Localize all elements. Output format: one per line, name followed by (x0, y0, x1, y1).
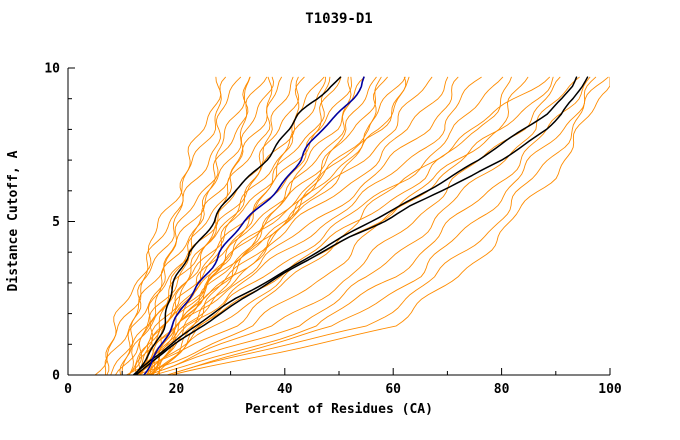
orange-curve-17 (137, 76, 352, 375)
orange-curve-30 (145, 76, 504, 375)
orange-curve-02 (105, 76, 226, 375)
blue-curve (143, 76, 365, 375)
chart-title: T1039-D1 (305, 11, 372, 27)
orange-curve-03 (104, 76, 242, 375)
orange-curve-32 (156, 76, 529, 375)
orange-curve-39 (166, 76, 609, 375)
y-tick-label: 10 (44, 62, 60, 77)
orange-curve-31 (151, 76, 512, 375)
orange-curve-12 (138, 76, 305, 375)
black-curve-right-b (135, 76, 589, 375)
orange-curve-38 (166, 76, 597, 375)
x-tick-label: 100 (598, 382, 622, 397)
orange-curve-11 (135, 76, 300, 375)
orange-curve-27 (134, 76, 449, 375)
x-tick-label: 40 (277, 382, 293, 397)
x-tick-label: 0 (64, 382, 72, 397)
x-tick-label: 80 (494, 382, 510, 397)
orange-curve-29 (146, 76, 482, 375)
orange-curve-22 (158, 76, 388, 375)
series-layer (94, 76, 610, 375)
orange-curve-25 (135, 76, 410, 375)
orange-curve-33 (125, 76, 550, 375)
orange-curve-28 (149, 76, 459, 375)
black-curve-left (134, 76, 342, 375)
orange-curve-36 (147, 76, 580, 375)
orange-curve-01 (94, 76, 222, 375)
orange-curve-07 (114, 76, 274, 375)
orange-curve-37 (153, 76, 591, 375)
orange-curve-05 (121, 76, 251, 375)
y-axis-label: Distance Cutoff, A (6, 150, 21, 291)
orange-curve-09 (128, 76, 282, 375)
orange-curve-26 (134, 76, 433, 375)
orange-curve-10 (128, 76, 294, 375)
y-tick-label: 0 (52, 369, 60, 384)
x-axis-label: Percent of Residues (CA) (245, 402, 433, 417)
orange-curve-14 (135, 76, 327, 375)
orange-curve-20 (146, 76, 377, 375)
x-tick-label: 60 (385, 382, 401, 397)
axes-layer: 0 20 40 60 80 100 0 5 10 (44, 62, 622, 398)
orange-curve-40 (170, 76, 610, 375)
orange-curve-08 (128, 76, 273, 375)
y-tick-label: 5 (52, 215, 60, 230)
x-tick-label: 20 (169, 382, 185, 397)
orange-curve-15 (141, 76, 331, 375)
orange-curve-04 (110, 76, 251, 375)
black-curve-right-a (132, 76, 578, 375)
